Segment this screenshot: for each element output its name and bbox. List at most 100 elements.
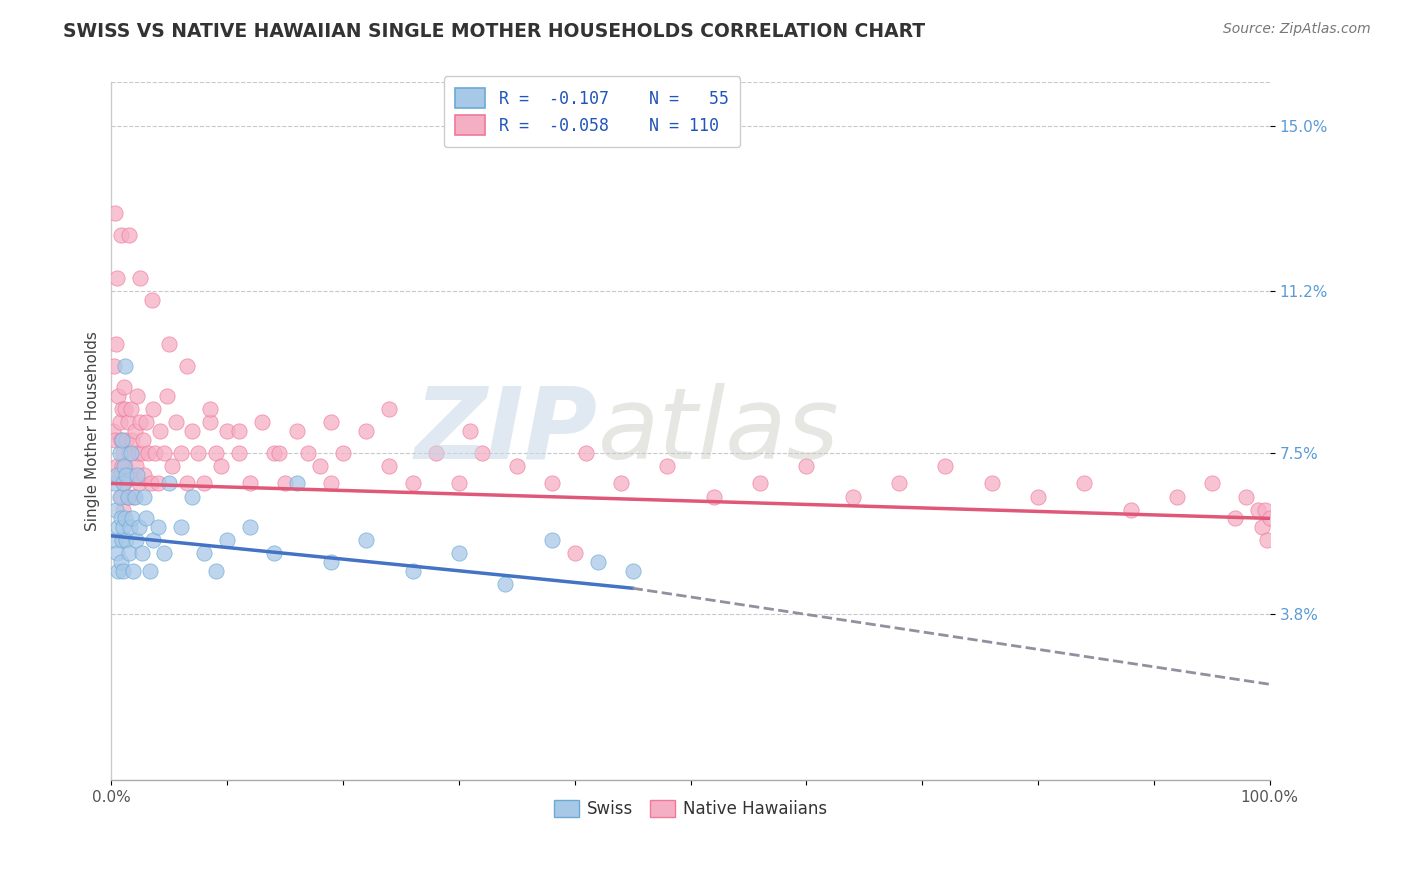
- Point: [1201, 476, 1223, 491]
- Point: [181, 424, 204, 438]
- Point: [564, 546, 586, 560]
- Point: [108, 467, 131, 482]
- Point: [354, 533, 377, 548]
- Point: [129, 416, 152, 430]
- Point: [141, 293, 163, 307]
- Point: [125, 533, 148, 548]
- Text: Source: ZipAtlas.com: Source: ZipAtlas.com: [1223, 22, 1371, 37]
- Point: [120, 402, 142, 417]
- Point: [101, 424, 124, 438]
- Point: [142, 402, 165, 417]
- Point: [145, 446, 167, 460]
- Point: [228, 446, 250, 460]
- Text: SWISS VS NATIVE HAWAIIAN SINGLE MOTHER HOUSEHOLDS CORRELATION CHART: SWISS VS NATIVE HAWAIIAN SINGLE MOTHER H…: [63, 22, 925, 41]
- Point: [149, 424, 172, 438]
- Point: [157, 476, 180, 491]
- Point: [118, 227, 141, 242]
- Point: [118, 546, 141, 560]
- Point: [128, 520, 150, 534]
- Point: [321, 416, 343, 430]
- Point: [104, 433, 127, 447]
- Point: [122, 564, 145, 578]
- Point: [228, 424, 250, 438]
- Point: [309, 458, 332, 473]
- Point: [118, 446, 141, 460]
- Point: [111, 402, 134, 417]
- Point: [575, 446, 598, 460]
- Point: [263, 546, 285, 560]
- Point: [198, 416, 221, 430]
- Point: [129, 271, 152, 285]
- Point: [112, 380, 135, 394]
- Point: [657, 458, 679, 473]
- Point: [114, 359, 136, 373]
- Point: [121, 433, 143, 447]
- Point: [108, 490, 131, 504]
- Point: [110, 555, 132, 569]
- Point: [118, 520, 141, 534]
- Point: [105, 336, 128, 351]
- Point: [934, 458, 956, 473]
- Point: [447, 546, 470, 560]
- Point: [239, 476, 262, 491]
- Point: [1119, 502, 1142, 516]
- Point: [1258, 511, 1281, 525]
- Point: [111, 458, 134, 473]
- Point: [1256, 533, 1278, 548]
- Point: [111, 446, 134, 460]
- Point: [105, 271, 128, 285]
- Point: [160, 458, 183, 473]
- Point: [610, 476, 633, 491]
- Point: [105, 467, 128, 482]
- Point: [378, 458, 401, 473]
- Point: [142, 533, 165, 548]
- Point: [111, 533, 134, 548]
- Point: [181, 490, 204, 504]
- Point: [112, 458, 135, 473]
- Point: [111, 433, 134, 447]
- Y-axis label: Single Mother Households: Single Mother Households: [86, 331, 100, 531]
- Point: [111, 564, 134, 578]
- Point: [120, 446, 142, 460]
- Point: [204, 446, 226, 460]
- Point: [841, 490, 863, 504]
- Point: [117, 490, 139, 504]
- Point: [239, 520, 262, 534]
- Point: [1250, 520, 1272, 534]
- Point: [105, 546, 128, 560]
- Point: [114, 402, 136, 417]
- Point: [115, 533, 138, 548]
- Point: [103, 359, 125, 373]
- Point: [506, 458, 529, 473]
- Point: [170, 446, 193, 460]
- Text: ZIP: ZIP: [415, 383, 598, 480]
- Point: [110, 227, 132, 242]
- Point: [156, 389, 179, 403]
- Point: [125, 458, 148, 473]
- Point: [586, 555, 609, 569]
- Point: [332, 446, 354, 460]
- Point: [1026, 490, 1049, 504]
- Point: [125, 467, 148, 482]
- Point: [115, 467, 138, 482]
- Point: [217, 424, 239, 438]
- Point: [124, 490, 146, 504]
- Point: [111, 502, 134, 516]
- Point: [117, 416, 139, 430]
- Point: [540, 533, 562, 548]
- Point: [157, 336, 180, 351]
- Point: [103, 476, 125, 491]
- Point: [1247, 502, 1270, 516]
- Point: [146, 520, 169, 534]
- Point: [274, 476, 297, 491]
- Point: [114, 511, 136, 525]
- Point: [471, 446, 494, 460]
- Point: [131, 433, 153, 447]
- Point: [209, 458, 232, 473]
- Point: [110, 433, 132, 447]
- Point: [112, 476, 135, 491]
- Point: [285, 424, 308, 438]
- Point: [170, 520, 193, 534]
- Point: [135, 511, 157, 525]
- Point: [165, 416, 187, 430]
